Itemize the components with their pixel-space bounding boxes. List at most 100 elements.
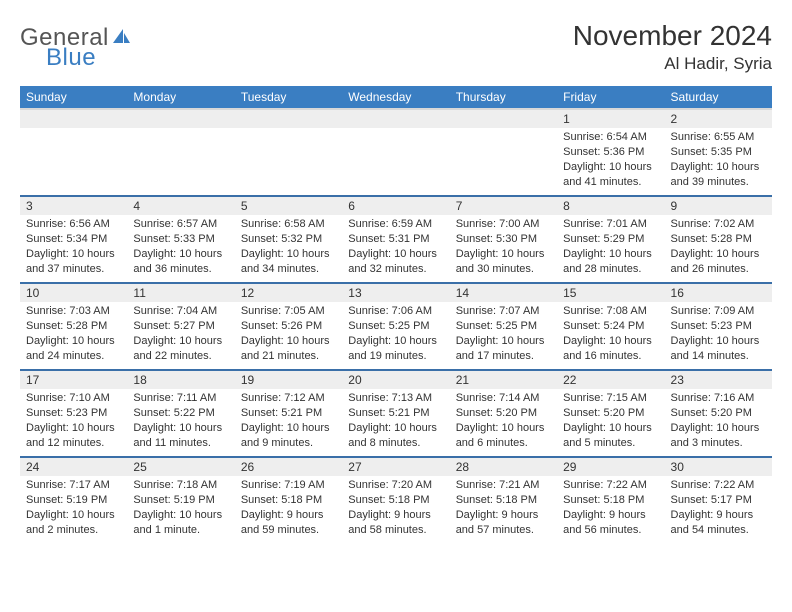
day-details: Sunrise: 7:06 AMSunset: 5:25 PMDaylight:… <box>342 302 449 367</box>
day-details: Sunrise: 7:14 AMSunset: 5:20 PMDaylight:… <box>450 389 557 454</box>
sunset-line: Sunset: 5:33 PM <box>133 232 228 247</box>
day-details: Sunrise: 7:04 AMSunset: 5:27 PMDaylight:… <box>127 302 234 367</box>
day-number-cell: 27 <box>342 457 449 476</box>
day-number-cell: 1 <box>557 109 664 128</box>
page-header: General November 2024 Al Hadir, Syria <box>20 20 772 74</box>
daynum-row: 3456789 <box>20 196 772 215</box>
content-row: Sunrise: 6:54 AMSunset: 5:36 PMDaylight:… <box>20 128 772 196</box>
sunset-line: Sunset: 5:25 PM <box>456 319 551 334</box>
daylight-line: Daylight: 10 hours and 21 minutes. <box>241 334 336 364</box>
day-number-cell: 8 <box>557 196 664 215</box>
day-details: Sunrise: 7:09 AMSunset: 5:23 PMDaylight:… <box>665 302 772 367</box>
daylight-line: Daylight: 10 hours and 39 minutes. <box>671 160 766 190</box>
sunset-line: Sunset: 5:21 PM <box>241 406 336 421</box>
daynum-row: 10111213141516 <box>20 283 772 302</box>
day-number: 19 <box>235 371 342 389</box>
day-cell: Sunrise: 7:09 AMSunset: 5:23 PMDaylight:… <box>665 302 772 370</box>
daynum-row: 24252627282930 <box>20 457 772 476</box>
day-number: 20 <box>342 371 449 389</box>
day-number-cell: 13 <box>342 283 449 302</box>
day-number: 27 <box>342 458 449 476</box>
sunset-line: Sunset: 5:36 PM <box>563 145 658 160</box>
sunset-line: Sunset: 5:35 PM <box>671 145 766 160</box>
sunset-line: Sunset: 5:18 PM <box>348 493 443 508</box>
sunset-line: Sunset: 5:18 PM <box>563 493 658 508</box>
day-number-cell: 11 <box>127 283 234 302</box>
sunrise-line: Sunrise: 6:56 AM <box>26 217 121 232</box>
day-details: Sunrise: 6:54 AMSunset: 5:36 PMDaylight:… <box>557 128 664 193</box>
sunset-line: Sunset: 5:21 PM <box>348 406 443 421</box>
day-number-cell: 9 <box>665 196 772 215</box>
day-number-cell: 28 <box>450 457 557 476</box>
weekday-header: Saturday <box>665 86 772 109</box>
day-details: Sunrise: 7:01 AMSunset: 5:29 PMDaylight:… <box>557 215 664 280</box>
day-details: Sunrise: 7:03 AMSunset: 5:28 PMDaylight:… <box>20 302 127 367</box>
day-number-cell: 24 <box>20 457 127 476</box>
day-number: 25 <box>127 458 234 476</box>
sunset-line: Sunset: 5:31 PM <box>348 232 443 247</box>
sunrise-line: Sunrise: 7:19 AM <box>241 478 336 493</box>
day-number: 23 <box>665 371 772 389</box>
day-details: Sunrise: 6:57 AMSunset: 5:33 PMDaylight:… <box>127 215 234 280</box>
day-number: 6 <box>342 197 449 215</box>
sunset-line: Sunset: 5:19 PM <box>26 493 121 508</box>
day-number-cell: 22 <box>557 370 664 389</box>
day-number: 24 <box>20 458 127 476</box>
day-cell: Sunrise: 7:03 AMSunset: 5:28 PMDaylight:… <box>20 302 127 370</box>
sunset-line: Sunset: 5:23 PM <box>671 319 766 334</box>
day-details: Sunrise: 7:00 AMSunset: 5:30 PMDaylight:… <box>450 215 557 280</box>
daylight-line: Daylight: 9 hours and 54 minutes. <box>671 508 766 538</box>
day-number-cell: 14 <box>450 283 557 302</box>
sunrise-line: Sunrise: 7:12 AM <box>241 391 336 406</box>
daylight-line: Daylight: 10 hours and 26 minutes. <box>671 247 766 277</box>
sunset-line: Sunset: 5:34 PM <box>26 232 121 247</box>
content-row: Sunrise: 7:10 AMSunset: 5:23 PMDaylight:… <box>20 389 772 457</box>
day-number-cell: 15 <box>557 283 664 302</box>
day-details: Sunrise: 7:18 AMSunset: 5:19 PMDaylight:… <box>127 476 234 541</box>
day-number: 16 <box>665 284 772 302</box>
daynum-row: 12 <box>20 109 772 128</box>
day-number-cell: 25 <box>127 457 234 476</box>
calendar-body: 12Sunrise: 6:54 AMSunset: 5:36 PMDayligh… <box>20 109 772 544</box>
day-cell: Sunrise: 7:00 AMSunset: 5:30 PMDaylight:… <box>450 215 557 283</box>
day-number: 1 <box>557 110 664 128</box>
day-cell <box>235 128 342 196</box>
day-details: Sunrise: 7:20 AMSunset: 5:18 PMDaylight:… <box>342 476 449 541</box>
sunrise-line: Sunrise: 7:22 AM <box>671 478 766 493</box>
day-cell <box>450 128 557 196</box>
day-cell: Sunrise: 7:16 AMSunset: 5:20 PMDaylight:… <box>665 389 772 457</box>
sail-icon <box>111 27 131 50</box>
day-number-cell: 16 <box>665 283 772 302</box>
day-cell: Sunrise: 7:22 AMSunset: 5:17 PMDaylight:… <box>665 476 772 544</box>
daylight-line: Daylight: 10 hours and 2 minutes. <box>26 508 121 538</box>
sunrise-line: Sunrise: 7:20 AM <box>348 478 443 493</box>
daylight-line: Daylight: 10 hours and 6 minutes. <box>456 421 551 451</box>
daylight-line: Daylight: 10 hours and 9 minutes. <box>241 421 336 451</box>
day-cell: Sunrise: 7:22 AMSunset: 5:18 PMDaylight:… <box>557 476 664 544</box>
day-number: 21 <box>450 371 557 389</box>
daylight-line: Daylight: 10 hours and 5 minutes. <box>563 421 658 451</box>
day-cell: Sunrise: 7:12 AMSunset: 5:21 PMDaylight:… <box>235 389 342 457</box>
day-number: 22 <box>557 371 664 389</box>
daylight-line: Daylight: 10 hours and 32 minutes. <box>348 247 443 277</box>
day-details: Sunrise: 7:07 AMSunset: 5:25 PMDaylight:… <box>450 302 557 367</box>
day-cell: Sunrise: 7:06 AMSunset: 5:25 PMDaylight:… <box>342 302 449 370</box>
day-cell: Sunrise: 7:20 AMSunset: 5:18 PMDaylight:… <box>342 476 449 544</box>
sunset-line: Sunset: 5:18 PM <box>456 493 551 508</box>
day-cell: Sunrise: 7:07 AMSunset: 5:25 PMDaylight:… <box>450 302 557 370</box>
weekday-row: SundayMondayTuesdayWednesdayThursdayFrid… <box>20 86 772 109</box>
day-details: Sunrise: 6:55 AMSunset: 5:35 PMDaylight:… <box>665 128 772 193</box>
day-cell: Sunrise: 7:21 AMSunset: 5:18 PMDaylight:… <box>450 476 557 544</box>
day-cell: Sunrise: 7:13 AMSunset: 5:21 PMDaylight:… <box>342 389 449 457</box>
month-title: November 2024 <box>573 20 772 52</box>
content-row: Sunrise: 7:03 AMSunset: 5:28 PMDaylight:… <box>20 302 772 370</box>
day-number-cell: 29 <box>557 457 664 476</box>
daylight-line: Daylight: 9 hours and 56 minutes. <box>563 508 658 538</box>
weekday-header: Tuesday <box>235 86 342 109</box>
day-number <box>235 110 342 128</box>
day-cell: Sunrise: 7:01 AMSunset: 5:29 PMDaylight:… <box>557 215 664 283</box>
day-number <box>20 110 127 128</box>
day-number-cell <box>235 109 342 128</box>
sunrise-line: Sunrise: 7:13 AM <box>348 391 443 406</box>
daylight-line: Daylight: 9 hours and 58 minutes. <box>348 508 443 538</box>
